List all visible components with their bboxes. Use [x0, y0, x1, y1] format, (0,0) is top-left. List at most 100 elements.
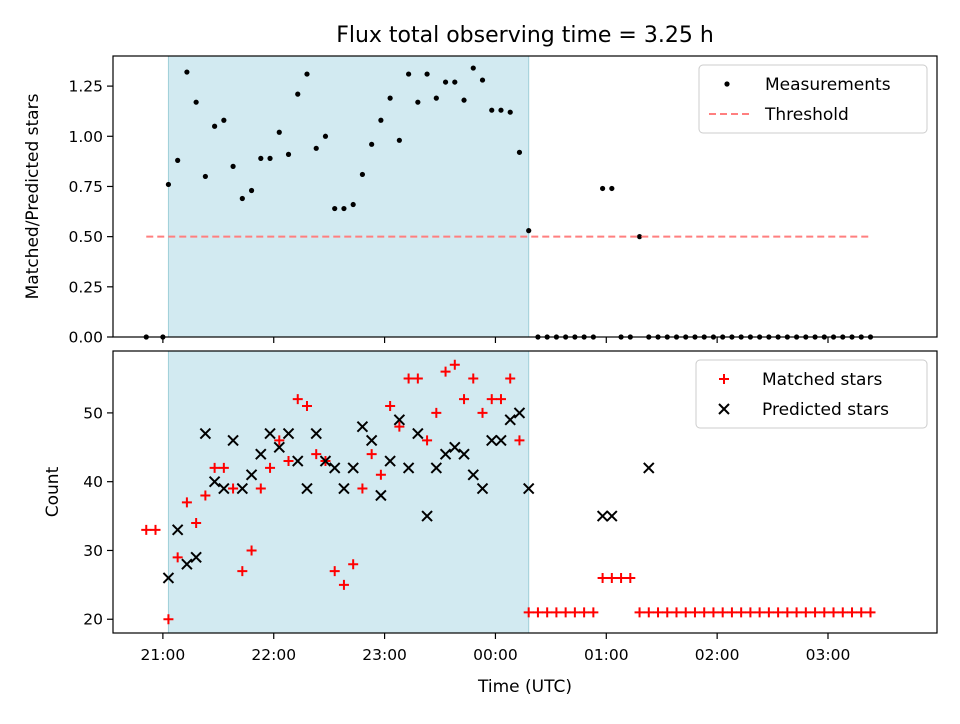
predicted-point	[522, 482, 535, 495]
matched-point	[671, 607, 682, 618]
matched-point	[625, 572, 636, 583]
y-tick-label: 50	[83, 404, 103, 422]
matched-point	[606, 572, 617, 583]
predicted-point	[310, 427, 322, 440]
legend-box	[698, 64, 928, 134]
predicted-point	[171, 524, 184, 536]
measurement-point	[609, 185, 615, 192]
legend: Matched stars Predicted stars	[695, 359, 928, 429]
matched-point	[191, 517, 202, 528]
predicted-point	[476, 482, 489, 495]
matched-point	[505, 373, 516, 384]
matched-point	[551, 607, 562, 618]
matched-point	[486, 394, 497, 405]
predicted-point	[504, 414, 516, 426]
measurement-point	[470, 65, 476, 71]
measurement-point	[636, 234, 643, 240]
predicted-point	[393, 414, 406, 426]
matched-point	[847, 607, 858, 618]
measurement-point	[442, 79, 449, 85]
predicted-point	[513, 407, 526, 419]
measurement-point	[498, 107, 504, 113]
measurement-point	[452, 79, 458, 85]
measurement-point	[248, 187, 255, 194]
x-tick-label: 01:00	[584, 646, 629, 664]
matched-point	[237, 566, 248, 577]
matched-point	[542, 607, 553, 618]
predicted-point	[412, 427, 424, 440]
matched-point	[791, 607, 802, 618]
matched-point	[616, 572, 627, 583]
measurement-point	[332, 205, 338, 212]
predicted-point	[375, 489, 387, 502]
measurement-point	[424, 71, 430, 77]
matched-point	[708, 607, 719, 618]
axes-frame	[112, 55, 938, 338]
measurement-point	[212, 123, 218, 129]
matched-point	[265, 462, 276, 473]
matched-point	[477, 407, 488, 418]
measurement-point	[396, 137, 402, 143]
matched-point	[828, 607, 839, 618]
measurement-point	[387, 95, 393, 101]
measurement-point	[489, 107, 495, 113]
measurement-point	[276, 129, 282, 135]
predicted-point	[319, 455, 332, 467]
y-tick-label: 0.50	[68, 228, 103, 246]
measurement-point	[415, 99, 421, 105]
measurement-point	[322, 133, 329, 139]
matched-point	[726, 607, 737, 618]
predicted-point	[449, 441, 461, 454]
measurement-point	[516, 149, 523, 155]
legend-label: Matched stars	[762, 370, 882, 390]
measurement-point	[221, 117, 227, 123]
y-tick-label: 40	[83, 473, 103, 491]
predicted-point	[162, 572, 175, 584]
predicted-point	[328, 462, 341, 474]
predicted-point	[384, 455, 396, 467]
matched-point	[292, 394, 303, 405]
measurement-point	[165, 181, 172, 188]
series-matched-stars	[141, 359, 876, 625]
x-tick-label: 21:00	[141, 646, 186, 664]
matched-point	[560, 607, 571, 618]
matched-point	[459, 394, 470, 405]
panel-2: 20 30 40 50 21:00 22:00 23:00 00:00 01:00 02:00 03…	[43, 350, 938, 664]
predicted-point	[365, 434, 378, 447]
legend-label: Threshold	[764, 105, 849, 125]
x-tick-label: 23:00	[362, 646, 407, 664]
matched-point	[348, 559, 359, 570]
matched-point	[200, 490, 211, 501]
matched-point	[643, 607, 654, 618]
matched-point	[514, 435, 525, 446]
measurement-point	[285, 151, 292, 157]
matched-point	[773, 607, 784, 618]
measurement-point	[258, 155, 264, 161]
legend-box	[695, 359, 928, 429]
matched-point	[228, 483, 239, 494]
predicted-point	[338, 482, 350, 495]
measurement-point	[479, 77, 486, 83]
measurement-point	[175, 157, 181, 163]
measurement-point	[239, 195, 245, 202]
matched-point	[588, 607, 599, 618]
panel-1: 0.00 0.25 0.50 0.75 1.00 1.25 Matched/Predicte…	[23, 55, 938, 347]
y-tick-label: 0.25	[68, 278, 103, 296]
measurement-point	[461, 97, 467, 103]
measurement-point	[369, 141, 375, 147]
predicted-point	[264, 427, 276, 440]
measurement-point	[295, 91, 301, 97]
measurement-point	[599, 185, 606, 192]
matched-point	[449, 359, 460, 370]
matched-point	[699, 607, 710, 618]
predicted-point	[273, 441, 285, 454]
x-tick-label: 22:00	[251, 646, 296, 664]
matched-point	[172, 552, 183, 563]
matched-point	[680, 607, 691, 618]
measurement-point	[359, 171, 366, 178]
matched-point	[495, 394, 506, 405]
matched-point	[523, 607, 534, 618]
matched-point	[246, 545, 257, 556]
matched-point	[745, 607, 756, 618]
